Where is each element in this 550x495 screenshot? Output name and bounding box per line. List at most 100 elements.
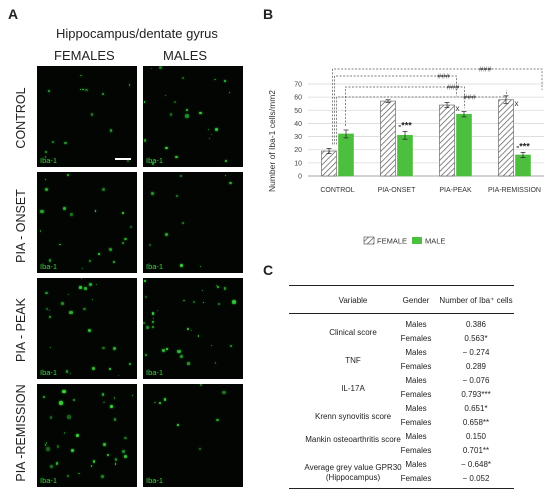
microglia-cell — [46, 447, 50, 451]
bar-male-pia-remission — [515, 154, 531, 177]
microglia-cell — [216, 418, 219, 422]
microglia-cell — [90, 464, 93, 467]
micrograph-female-pia-onset: Iba-1 — [37, 172, 137, 273]
y-tick-label: 40 — [294, 121, 302, 128]
microglia-cell — [122, 212, 125, 215]
microglia-cell — [144, 354, 147, 357]
microglia-cell — [51, 141, 55, 144]
microglia-cell — [60, 400, 63, 403]
comparison-bracket — [345, 86, 465, 126]
microglia-cell — [143, 139, 146, 142]
panel-c-letter: C — [263, 262, 274, 278]
microglia-cell — [222, 390, 226, 395]
table-gender: Males — [405, 348, 427, 357]
microglia-cell — [186, 108, 189, 111]
legend-swatch-male — [412, 237, 422, 244]
microglia-cell — [45, 307, 49, 311]
table-gender: Females — [400, 390, 432, 399]
microglia-cell — [185, 114, 189, 118]
microglia-cell — [91, 366, 95, 370]
microglia-cell — [70, 212, 74, 216]
table-value: − 0.648* — [460, 460, 492, 469]
panel-b-letter: B — [263, 6, 274, 22]
table-header-gender: Gender — [402, 296, 430, 305]
y-tick-label: 70 — [294, 82, 302, 89]
y-tick-label: 10 — [294, 160, 302, 167]
iba1-label: Iba-1 — [146, 476, 164, 485]
table-value: 0.386 — [465, 320, 487, 329]
x-tick-label: CONTROL — [320, 187, 354, 194]
microglia-cell — [103, 401, 105, 404]
microglia-cell — [208, 128, 210, 130]
microglia-cell — [112, 260, 115, 263]
microglia-cell — [48, 259, 51, 262]
microglia-cell — [56, 445, 60, 449]
microglia-cell — [102, 346, 105, 350]
y-tick-label: 30 — [294, 134, 302, 141]
bar-male-control — [338, 133, 354, 177]
table-header-rule — [289, 313, 514, 314]
microglia-cell — [224, 80, 227, 83]
microglia-cell — [199, 265, 201, 267]
microglia-cell — [127, 160, 129, 162]
microglia-cell — [215, 284, 217, 286]
microglia-cell — [96, 284, 98, 286]
microglia-cell — [202, 302, 204, 304]
microglia-cell — [60, 301, 65, 305]
microglia-cell — [224, 174, 226, 177]
bar-female-pia-remission — [498, 99, 514, 177]
microglia-cell — [129, 362, 132, 365]
microglia-cell — [229, 182, 232, 185]
microglia-cell — [79, 88, 82, 90]
x-tick-label: PIA-ONSET — [378, 187, 416, 194]
microglia-cell — [90, 113, 94, 116]
microglia-cell — [230, 345, 232, 347]
microglia-cell — [114, 458, 118, 461]
micrograph-female-pia-peak: Iba-1 — [37, 278, 137, 379]
y-tick-label: 50 — [294, 108, 302, 115]
microglia-cell — [113, 417, 117, 421]
microglia-cell — [152, 318, 155, 320]
microglia-cell — [44, 155, 47, 158]
microglia-cell — [109, 367, 112, 370]
comparison-bracket — [336, 89, 507, 145]
microglia-cell — [48, 89, 51, 92]
microglia-cell — [67, 174, 69, 176]
microglia-cell — [80, 74, 82, 77]
micrograph-male-pia-remission: Iba-1 — [143, 384, 243, 487]
microglia-cell — [64, 141, 67, 145]
table-variable: Mankin osteoarthritis score — [305, 435, 401, 444]
x-marker: x — [456, 104, 460, 113]
table-variable: TNF — [345, 356, 361, 365]
microglia-cell — [175, 156, 178, 159]
table-gender: Females — [400, 418, 432, 427]
column-header-males: MALES — [163, 48, 208, 63]
y-tick-label: 0 — [298, 174, 302, 181]
microglia-cell — [174, 100, 177, 104]
microglia-cell — [100, 475, 104, 478]
microglia-cell — [81, 278, 82, 280]
microglia-cell — [67, 293, 70, 296]
microglia-cell — [179, 354, 184, 358]
legend: FEMALE MALE — [363, 237, 445, 246]
table-header-iba-cells: Number of Iba⁺ cells — [439, 296, 513, 305]
microglia-cell — [109, 247, 112, 251]
microglia-cell — [151, 192, 155, 196]
microglia-cell — [67, 415, 71, 419]
column-header-females: FEMALES — [54, 48, 115, 63]
table-variable: Average grey value GPR30 (Hippocampus) — [304, 463, 402, 482]
microglia-cell — [62, 206, 66, 210]
microglia-cell — [199, 384, 202, 387]
bar-female-control — [321, 150, 337, 177]
micrograph-male-control: Iba-1 — [143, 66, 243, 167]
microglia-cell — [223, 287, 227, 290]
table-value: 0.701** — [462, 446, 490, 455]
table-gender: Males — [405, 404, 427, 413]
y-tick-label: 20 — [294, 147, 302, 154]
microglia-cell — [88, 283, 92, 287]
microglia-cell — [151, 162, 155, 165]
microglia-cell — [39, 230, 42, 232]
microglia-cell — [187, 328, 189, 330]
microglia-cell — [208, 137, 211, 140]
iba1-label: Iba-1 — [146, 368, 164, 377]
